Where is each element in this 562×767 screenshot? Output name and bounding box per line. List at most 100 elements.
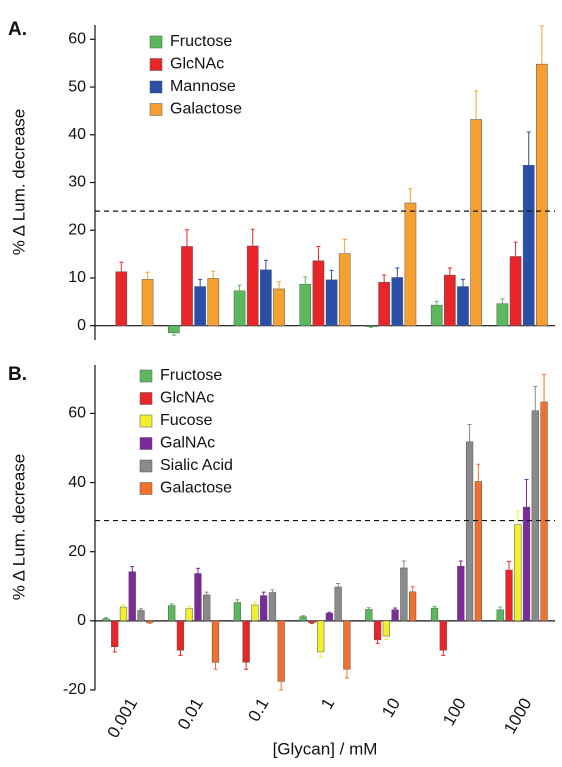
y-tick-label: 0	[77, 317, 86, 334]
bar	[299, 283, 312, 326]
bar	[522, 506, 531, 622]
bar	[343, 620, 351, 670]
y-tick-label: 0	[77, 612, 86, 629]
legend-label: Fucose	[160, 412, 213, 429]
bar	[141, 279, 154, 326]
bar	[119, 606, 128, 622]
bar	[505, 569, 513, 622]
bar	[378, 282, 390, 326]
bar	[137, 610, 145, 622]
bar	[522, 165, 535, 326]
y-tick-label: 60	[68, 405, 86, 422]
bar	[365, 609, 373, 622]
legend-swatch	[139, 392, 153, 405]
legend-label: Sialic Acid	[160, 457, 233, 474]
bar	[168, 605, 176, 622]
bar	[514, 524, 522, 622]
legend-swatch	[139, 414, 153, 428]
bar	[312, 260, 325, 326]
bar	[373, 620, 382, 641]
x-tick-label: 10	[378, 695, 404, 721]
y-tick-label: 20	[68, 543, 86, 560]
y-tick-label: 40	[68, 126, 86, 143]
bar	[408, 591, 417, 622]
panel-label: B.	[8, 364, 27, 385]
bar	[316, 620, 325, 653]
bar	[338, 253, 351, 326]
bar	[211, 620, 220, 663]
bar	[400, 567, 408, 622]
bar	[509, 256, 522, 326]
bar	[251, 604, 259, 622]
legend-label: Mannose	[170, 78, 236, 95]
bar	[207, 278, 220, 326]
x-tick-label: 1000	[500, 695, 535, 737]
legend-label: Fructose	[170, 33, 232, 50]
bar	[233, 290, 246, 326]
bar	[334, 586, 342, 622]
bar	[496, 303, 509, 326]
y-axis-label: % Δ Lum. decrease	[9, 109, 28, 256]
panel-label: A.	[8, 19, 27, 40]
bar	[325, 612, 334, 622]
bar	[308, 620, 316, 623]
y-tick-label: 30	[68, 174, 86, 191]
bar	[365, 325, 377, 327]
bar	[299, 616, 307, 622]
bar	[233, 602, 242, 622]
y-tick-label: 60	[68, 31, 86, 48]
bar	[391, 609, 399, 622]
legend-swatch	[149, 80, 163, 94]
legend-label: GlcNAc	[170, 56, 224, 73]
bar	[260, 269, 272, 326]
x-tick-label: 1	[317, 695, 338, 713]
bar	[439, 620, 447, 651]
legend-label: Fructose	[160, 367, 222, 384]
bar	[531, 410, 539, 622]
bar	[444, 274, 456, 326]
legend-swatch	[139, 459, 153, 473]
bar	[260, 595, 268, 622]
legend-label: GalNAc	[160, 435, 215, 452]
bar	[391, 277, 404, 326]
bar	[277, 620, 285, 682]
x-tick-label: 100	[439, 695, 470, 729]
bar	[536, 63, 548, 326]
x-tick-label: 0.001	[103, 695, 141, 741]
bar	[115, 271, 128, 326]
bar	[430, 304, 443, 326]
bar	[181, 246, 193, 326]
bar	[470, 119, 482, 326]
legend-swatch	[139, 369, 153, 383]
legend-swatch	[139, 482, 153, 495]
bar	[457, 286, 469, 326]
y-tick-label: 10	[68, 269, 86, 286]
legend-swatch	[149, 58, 163, 71]
bar	[128, 571, 136, 622]
x-tick-label: 0.01	[174, 695, 207, 733]
bar	[194, 573, 202, 622]
legend-swatch	[149, 103, 163, 116]
y-tick-label: -20	[63, 681, 86, 698]
x-axis-label: [Glycan] / mM	[273, 739, 378, 758]
legend-label: GlcNAc	[160, 390, 214, 407]
legend-swatch	[139, 437, 153, 450]
bar	[465, 441, 474, 622]
bar	[540, 401, 548, 622]
y-tick-label: 20	[68, 221, 86, 238]
bar	[176, 620, 185, 651]
bar	[404, 202, 417, 326]
bar	[194, 286, 206, 326]
bar	[325, 279, 338, 326]
legend-swatch	[149, 35, 163, 49]
bar	[457, 565, 465, 622]
bar	[430, 607, 439, 622]
bar	[242, 620, 250, 663]
bar	[185, 608, 193, 622]
bar	[168, 325, 180, 334]
y-tick-label: 40	[68, 474, 86, 491]
bar	[268, 592, 277, 622]
bar	[382, 620, 390, 637]
bar	[246, 245, 259, 326]
